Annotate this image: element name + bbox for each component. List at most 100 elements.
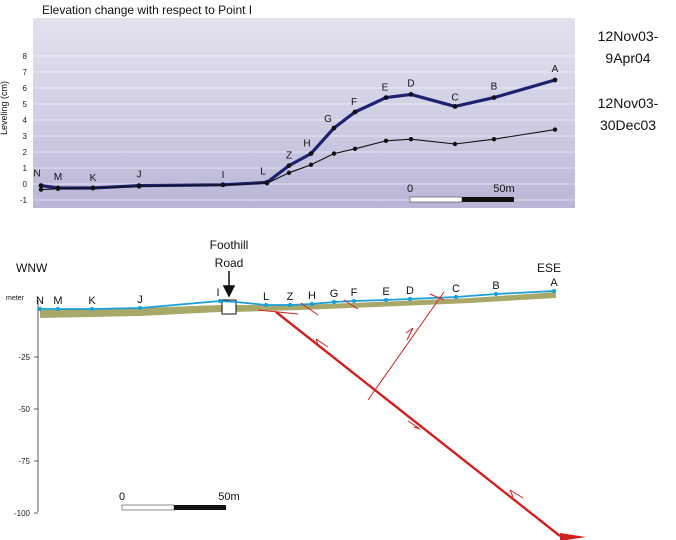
data-point (264, 181, 270, 186)
main-fault (275, 311, 561, 537)
surface-fault-1 (257, 309, 299, 315)
station-label: L (263, 291, 269, 303)
point-label: F (351, 97, 357, 108)
data-point (331, 125, 337, 131)
road-arrow (222, 271, 236, 298)
data-point (38, 187, 44, 192)
depth-ticks: -25 -50 -75 -100 (14, 353, 38, 518)
point-label: N (33, 169, 40, 180)
legend-series-2-line2: 30Dec03 (600, 117, 656, 133)
data-point (552, 127, 558, 132)
scale-bar-white (409, 196, 463, 203)
point-label: A (552, 64, 559, 75)
slip-arrow-2 (407, 420, 421, 430)
station-label: N (36, 295, 44, 307)
point-label: Z (286, 151, 292, 162)
data-point (552, 77, 558, 83)
road-label-line1: Foothill (210, 238, 249, 252)
scale-bar-black (462, 197, 514, 202)
branch-fault (367, 291, 445, 401)
point-label: L (260, 166, 266, 177)
station-label: H (308, 290, 316, 302)
station-label: A (550, 277, 558, 289)
station-point (137, 305, 143, 311)
scale-bar-black-2 (174, 505, 226, 510)
station-label: F (351, 287, 358, 299)
data-point (331, 151, 337, 156)
data-point (383, 138, 389, 143)
point-label: H (303, 139, 310, 150)
data-point (308, 162, 314, 167)
y-axis-label: Leveling (cm) (0, 81, 9, 135)
surface-fault-3 (343, 299, 359, 310)
y-tick-label: 8 (23, 52, 28, 61)
station-label: C (452, 283, 460, 295)
station-point (407, 296, 413, 302)
point-label: J (137, 170, 142, 181)
elevation-chart: -1 0 1 2 3 4 5 6 7 8 Elevation change with respec… (0, 3, 659, 208)
point-labels: N M K J I L ZH G F E D C B A (33, 64, 558, 184)
faults (257, 291, 586, 540)
data-point (352, 109, 358, 115)
depth-tick-label: -25 (18, 353, 30, 362)
data-point (286, 170, 292, 175)
station-label: K (88, 295, 96, 307)
y-tick-label: 5 (23, 100, 28, 109)
bottom-scale-bar: 0 50m (119, 491, 240, 511)
ese-label: ESE (537, 261, 561, 275)
data-point (491, 95, 497, 100)
station-point (351, 298, 357, 304)
slip-arrow-1 (315, 338, 329, 348)
station-point (383, 297, 389, 303)
y-tick-label: 3 (23, 132, 28, 141)
data-point (408, 92, 414, 97)
data-point (491, 137, 497, 142)
data-point (136, 184, 142, 189)
series-points (38, 77, 558, 192)
data-point (286, 163, 292, 169)
station-label: J (137, 294, 143, 306)
point-label: K (90, 173, 97, 184)
legend-series-1-line1: 12Nov03- (598, 28, 659, 44)
station-label: M (53, 295, 62, 307)
y-tick-label: 6 (23, 84, 28, 93)
surface-fault-2 (300, 302, 319, 316)
depth-tick-label: -75 (18, 457, 30, 466)
y-tick-label: -1 (20, 196, 28, 205)
legend-series-2-line1: 12Nov03- (598, 95, 659, 111)
y-tick-label: 7 (23, 68, 28, 77)
data-point (452, 141, 458, 147)
cross-section: WNW ESE Foothill Road meter -25 -50 -75 -10… (6, 238, 586, 540)
y-tick-label: 1 (23, 164, 28, 173)
profile-stations: N M K J I L Z H G F E D C B A (36, 277, 558, 312)
point-label: G (324, 114, 332, 125)
plot-area (33, 18, 575, 208)
y-tick-label: 2 (23, 148, 28, 157)
station-point (287, 302, 293, 308)
data-point (408, 137, 414, 142)
point-label: D (407, 78, 414, 89)
station-point (309, 301, 315, 307)
station-label: B (492, 280, 499, 292)
station-point (37, 306, 43, 312)
data-point (55, 186, 61, 191)
y-unit-label: meter (6, 295, 25, 302)
station-point (493, 291, 499, 297)
data-point (308, 151, 314, 157)
scale-bar-start: 0 (407, 183, 413, 195)
data-point (352, 146, 358, 151)
slip-arrow-3 (509, 489, 524, 499)
slip-arrow-4 (405, 327, 414, 341)
point-label: B (491, 82, 498, 93)
station-point (55, 306, 61, 312)
surface-fault-4 (429, 293, 445, 301)
depth-tick-label: -50 (18, 405, 30, 414)
station-label: D (406, 285, 414, 297)
station-point (331, 299, 337, 305)
scale-bar-white-2 (121, 504, 175, 511)
station-point (217, 298, 223, 304)
fault-tip-arrow (560, 533, 586, 540)
chart-title: Elevation change with respect to Point I (42, 3, 252, 17)
y-tick-label: 0 (23, 180, 28, 189)
